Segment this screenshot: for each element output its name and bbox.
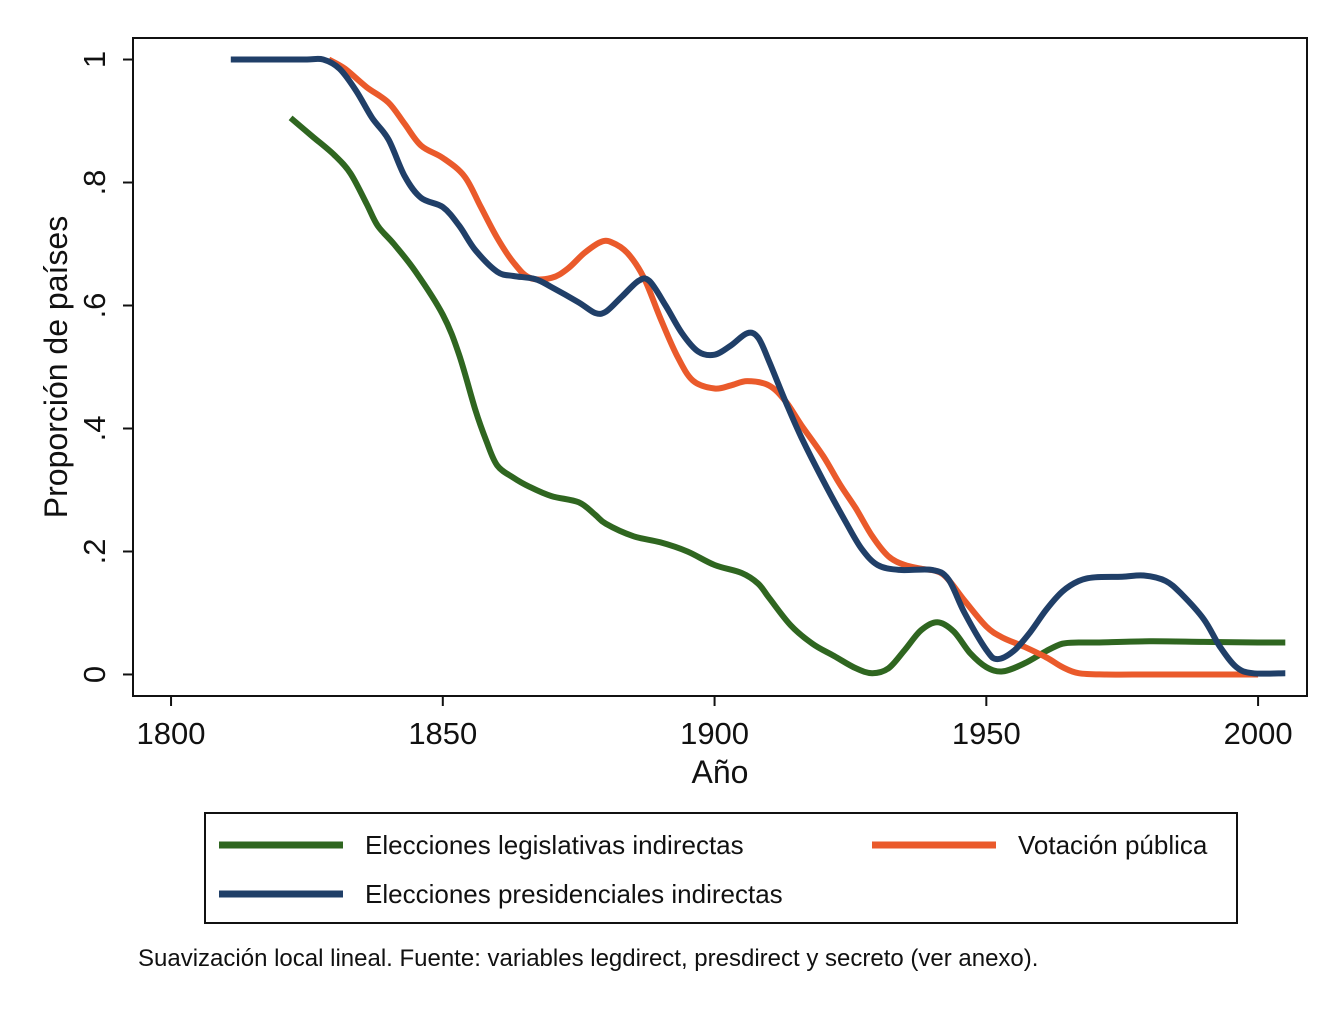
y-tick-label-3: .6 (77, 293, 112, 319)
x-axis: 1800 1850 1900 1950 2000 (137, 696, 1293, 751)
legend-frame (204, 812, 1238, 924)
y-axis: 0 .2 .4 .6 .8 1 (77, 51, 133, 683)
y-tick-label-0: 0 (77, 666, 112, 683)
y-tick-label-5: 1 (77, 51, 112, 68)
x-axis-title: Año (692, 754, 749, 790)
series-line-presidenciales (230, 55, 1286, 677)
y-tick-label-2: .4 (77, 416, 112, 442)
y-tick-label-4: .8 (77, 170, 112, 196)
series-line-legislativas (288, 115, 1286, 677)
x-tick-label-2000: 2000 (1224, 716, 1293, 751)
legend-label-legislativas: Elecciones legislativas indirectas (365, 830, 744, 860)
legend: Elecciones legislativas indirectas Elecc… (204, 812, 1238, 924)
x-tick-label-1900: 1900 (680, 716, 749, 751)
plot-frame (132, 37, 1308, 697)
series-lines (230, 55, 1286, 678)
y-axis-title: Proporción de países (38, 216, 74, 518)
x-tick-label-1850: 1850 (408, 716, 477, 751)
x-tick-label-1950: 1950 (952, 716, 1021, 751)
series-line-votacion (327, 56, 1259, 678)
chart-note: Suavización local lineal. Fuente: variab… (138, 945, 1038, 972)
legend-label-votacion: Votación pública (1018, 830, 1208, 860)
y-tick-label-1: .2 (77, 539, 112, 565)
x-tick-label-1800: 1800 (137, 716, 206, 751)
legend-label-presidenciales: Elecciones presidenciales indirectas (365, 879, 783, 909)
